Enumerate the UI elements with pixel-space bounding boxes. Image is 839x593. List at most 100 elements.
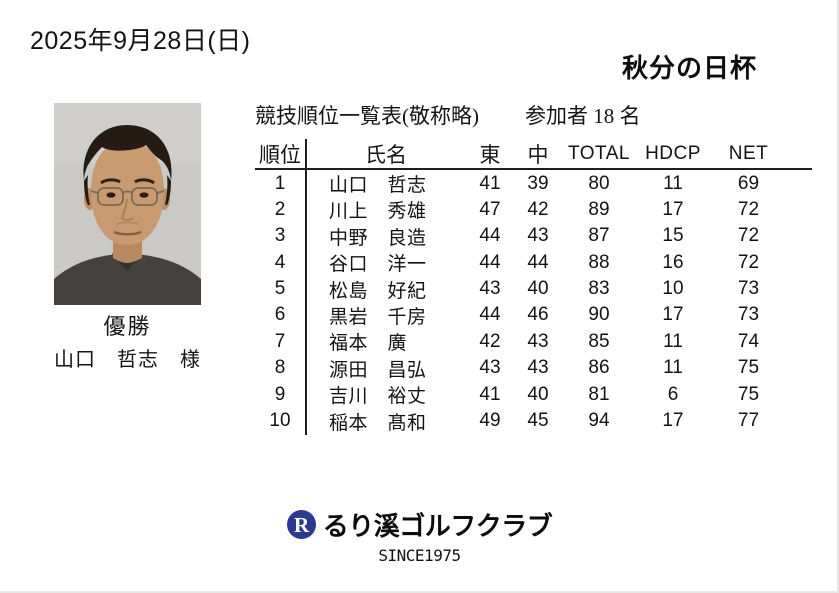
cell-rank: 2 (255, 196, 307, 224)
cell-middle: 46 (527, 304, 549, 326)
cell-total: 90 (588, 304, 610, 326)
table-row: 2 川上 秀雄 47 42 89 17 72 (255, 196, 812, 224)
cell-hdcp: 11 (663, 172, 683, 194)
cell-hdcp: 11 (663, 357, 683, 379)
cell-net: 74 (737, 330, 760, 352)
cell-middle: 44 (527, 251, 549, 273)
cell-east: 47 (479, 198, 501, 220)
cell-total: 89 (588, 198, 610, 220)
column-header-middle: 中 (527, 143, 549, 167)
cell-hdcp: 6 (667, 383, 679, 405)
column-header-rank: 順位 (255, 139, 307, 169)
table-row: 9 吉川 裕丈 41 40 81 6 75 (255, 381, 812, 409)
cell-total: 86 (588, 357, 610, 379)
cell-total: 85 (588, 330, 610, 352)
club-logo-block: R るり溪ゴルフクラブ SINCE1975 (0, 506, 839, 565)
cell-middle: 40 (527, 383, 549, 405)
cell-east: 42 (479, 330, 501, 352)
cell-rank: 7 (255, 328, 307, 356)
cell-total: 94 (588, 410, 610, 432)
cell-east: 44 (479, 225, 501, 247)
cell-net: 73 (737, 278, 760, 300)
table-row: 8 源田 昌弘 43 43 86 11 75 (255, 354, 812, 382)
cell-hdcp: 15 (662, 225, 684, 247)
club-since: SINCE1975 (378, 546, 461, 565)
table-row: 1 山口 哲志 41 39 80 11 69 (255, 170, 812, 197)
cell-net: 72 (737, 225, 760, 247)
event-title: 秋分の日杯 (621, 53, 757, 83)
cell-hdcp: 16 (662, 251, 684, 273)
cell-rank: 5 (255, 275, 307, 303)
cell-east: 43 (479, 278, 501, 300)
column-header-east: 東 (479, 143, 501, 167)
winner-portrait (54, 103, 201, 305)
winner-panel: 優勝 山口 哲志 様 (40, 103, 215, 372)
cell-hdcp: 17 (662, 304, 684, 326)
cell-east: 44 (479, 304, 501, 326)
cell-net: 77 (737, 410, 760, 432)
winner-label: 優勝 (103, 314, 152, 339)
cell-name: 山口 哲志 (329, 175, 427, 196)
cell-name: 福本 廣 (329, 333, 408, 355)
participants-count: 参加者 18 名 (525, 104, 641, 128)
cell-hdcp: 17 (662, 198, 684, 220)
logo-letter: R (294, 513, 310, 537)
cell-name: 松島 好紀 (329, 280, 427, 302)
cell-net: 75 (737, 357, 760, 379)
cell-name: 吉川 裕丈 (329, 386, 427, 408)
cell-rank: 9 (255, 381, 307, 409)
table-caption-row: 競技順位一覧表(敬称略) 参加者 18 名 (255, 100, 812, 130)
table-row: 3 中野 良造 44 43 87 15 72 (255, 222, 812, 250)
cell-total: 80 (588, 172, 610, 194)
column-header-name: 氏名 (365, 143, 407, 167)
cell-name: 源田 昌弘 (329, 359, 427, 381)
cell-rank: 8 (255, 354, 307, 382)
cell-middle: 43 (527, 357, 549, 379)
cell-east: 41 (479, 172, 501, 194)
cell-name: 谷口 洋一 (329, 254, 427, 276)
table-row: 5 松島 好紀 43 40 83 10 73 (255, 275, 812, 303)
cell-middle: 45 (527, 410, 549, 432)
cell-net: 75 (737, 383, 760, 405)
club-name: るり溪ゴルフクラブ (322, 511, 553, 541)
table-caption: 競技順位一覧表(敬称略) (255, 104, 479, 128)
cell-total: 83 (588, 278, 610, 300)
cell-east: 41 (479, 383, 501, 405)
column-header-total: TOTAL (568, 143, 630, 164)
cell-middle: 43 (527, 330, 549, 352)
table-row: 7 福本 廣 42 43 85 11 74 (255, 328, 812, 356)
cell-east: 43 (479, 357, 501, 379)
club-logo-row: R るり溪ゴルフクラブ (0, 506, 839, 543)
cell-middle: 40 (527, 278, 549, 300)
cell-net: 73 (737, 304, 760, 326)
table-row: 6 黒岩 千房 44 46 90 17 73 (255, 301, 812, 329)
table-body: 1 山口 哲志 41 39 80 11 69 2 川上 秀雄 47 42 89 … (255, 170, 812, 435)
cell-net: 69 (737, 172, 760, 194)
cell-hdcp: 17 (662, 410, 684, 432)
cell-name: 稲本 髙和 (329, 412, 427, 434)
cell-hdcp: 10 (662, 278, 684, 300)
cell-rank: 1 (255, 170, 307, 197)
cell-middle: 42 (527, 198, 549, 220)
club-logo-icon: R (286, 510, 316, 539)
cell-total: 81 (588, 383, 610, 405)
cell-total: 88 (588, 251, 610, 273)
date-label: 2025年9月28日(日) (30, 27, 251, 55)
cell-hdcp: 11 (663, 330, 683, 352)
column-header-net: NET (728, 143, 769, 164)
cell-total: 87 (588, 225, 610, 247)
table-row: 10 稲本 髙和 49 45 94 17 77 (255, 407, 812, 435)
cell-east: 49 (479, 410, 501, 432)
cell-rank: 4 (255, 249, 307, 277)
table-row: 4 谷口 洋一 44 44 88 16 72 (255, 249, 812, 277)
column-header-hdcp: HDCP (645, 143, 701, 164)
cell-east: 44 (479, 251, 501, 273)
table-header: 順位 氏名 東 中 TOTAL HDCP NET (255, 139, 812, 170)
cell-rank: 6 (255, 301, 307, 329)
cell-name: 川上 秀雄 (329, 201, 427, 223)
cell-rank: 10 (255, 407, 307, 435)
cell-net: 72 (737, 251, 760, 273)
results-section: 競技順位一覧表(敬称略) 参加者 18 名 順位 氏名 東 中 TOTAL HD… (255, 100, 812, 435)
cell-middle: 43 (527, 225, 549, 247)
